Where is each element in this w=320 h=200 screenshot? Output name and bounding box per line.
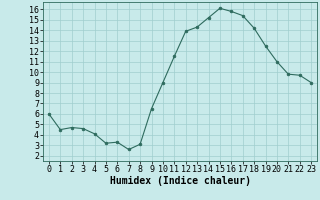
X-axis label: Humidex (Indice chaleur): Humidex (Indice chaleur) <box>109 176 251 186</box>
